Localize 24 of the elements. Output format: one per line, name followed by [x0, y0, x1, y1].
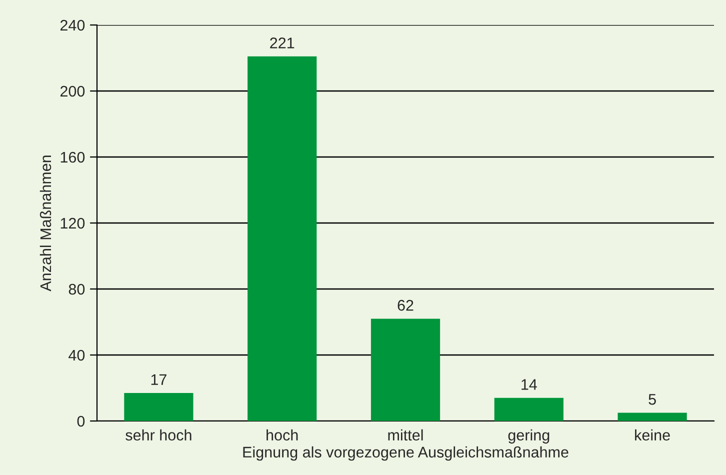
y-tick-label: 0 [77, 416, 85, 427]
bar [494, 398, 564, 421]
y-tick-label: 80 [68, 284, 85, 295]
x-axis-title: Eignung als vorgezogene Ausgleichsmaßnahme [243, 446, 568, 461]
x-tick-label: sehr hoch [126, 429, 192, 441]
bar [370, 318, 440, 421]
data-label: 14 [522, 379, 537, 390]
x-tick-label: hoch [266, 429, 298, 441]
y-tick-label: 120 [60, 218, 85, 229]
x-tick-label: keine [635, 429, 670, 441]
data-label: 221 [270, 38, 294, 48]
x-tick-label: gering [508, 429, 550, 444]
bar [124, 392, 194, 421]
data-label: 17 [151, 374, 166, 385]
bar [248, 56, 317, 421]
data-label: 62 [398, 300, 414, 311]
bar [618, 412, 687, 421]
y-tick-label: 40 [68, 350, 85, 361]
y-tick-label: 160 [60, 152, 85, 163]
y-axis-title: Anzahl Maßnahmen [40, 156, 52, 292]
y-tick-label: 240 [60, 20, 85, 31]
y-tick-label: 200 [60, 86, 85, 97]
x-tick-label: mittel [388, 429, 423, 441]
data-label: 5 [648, 394, 656, 405]
